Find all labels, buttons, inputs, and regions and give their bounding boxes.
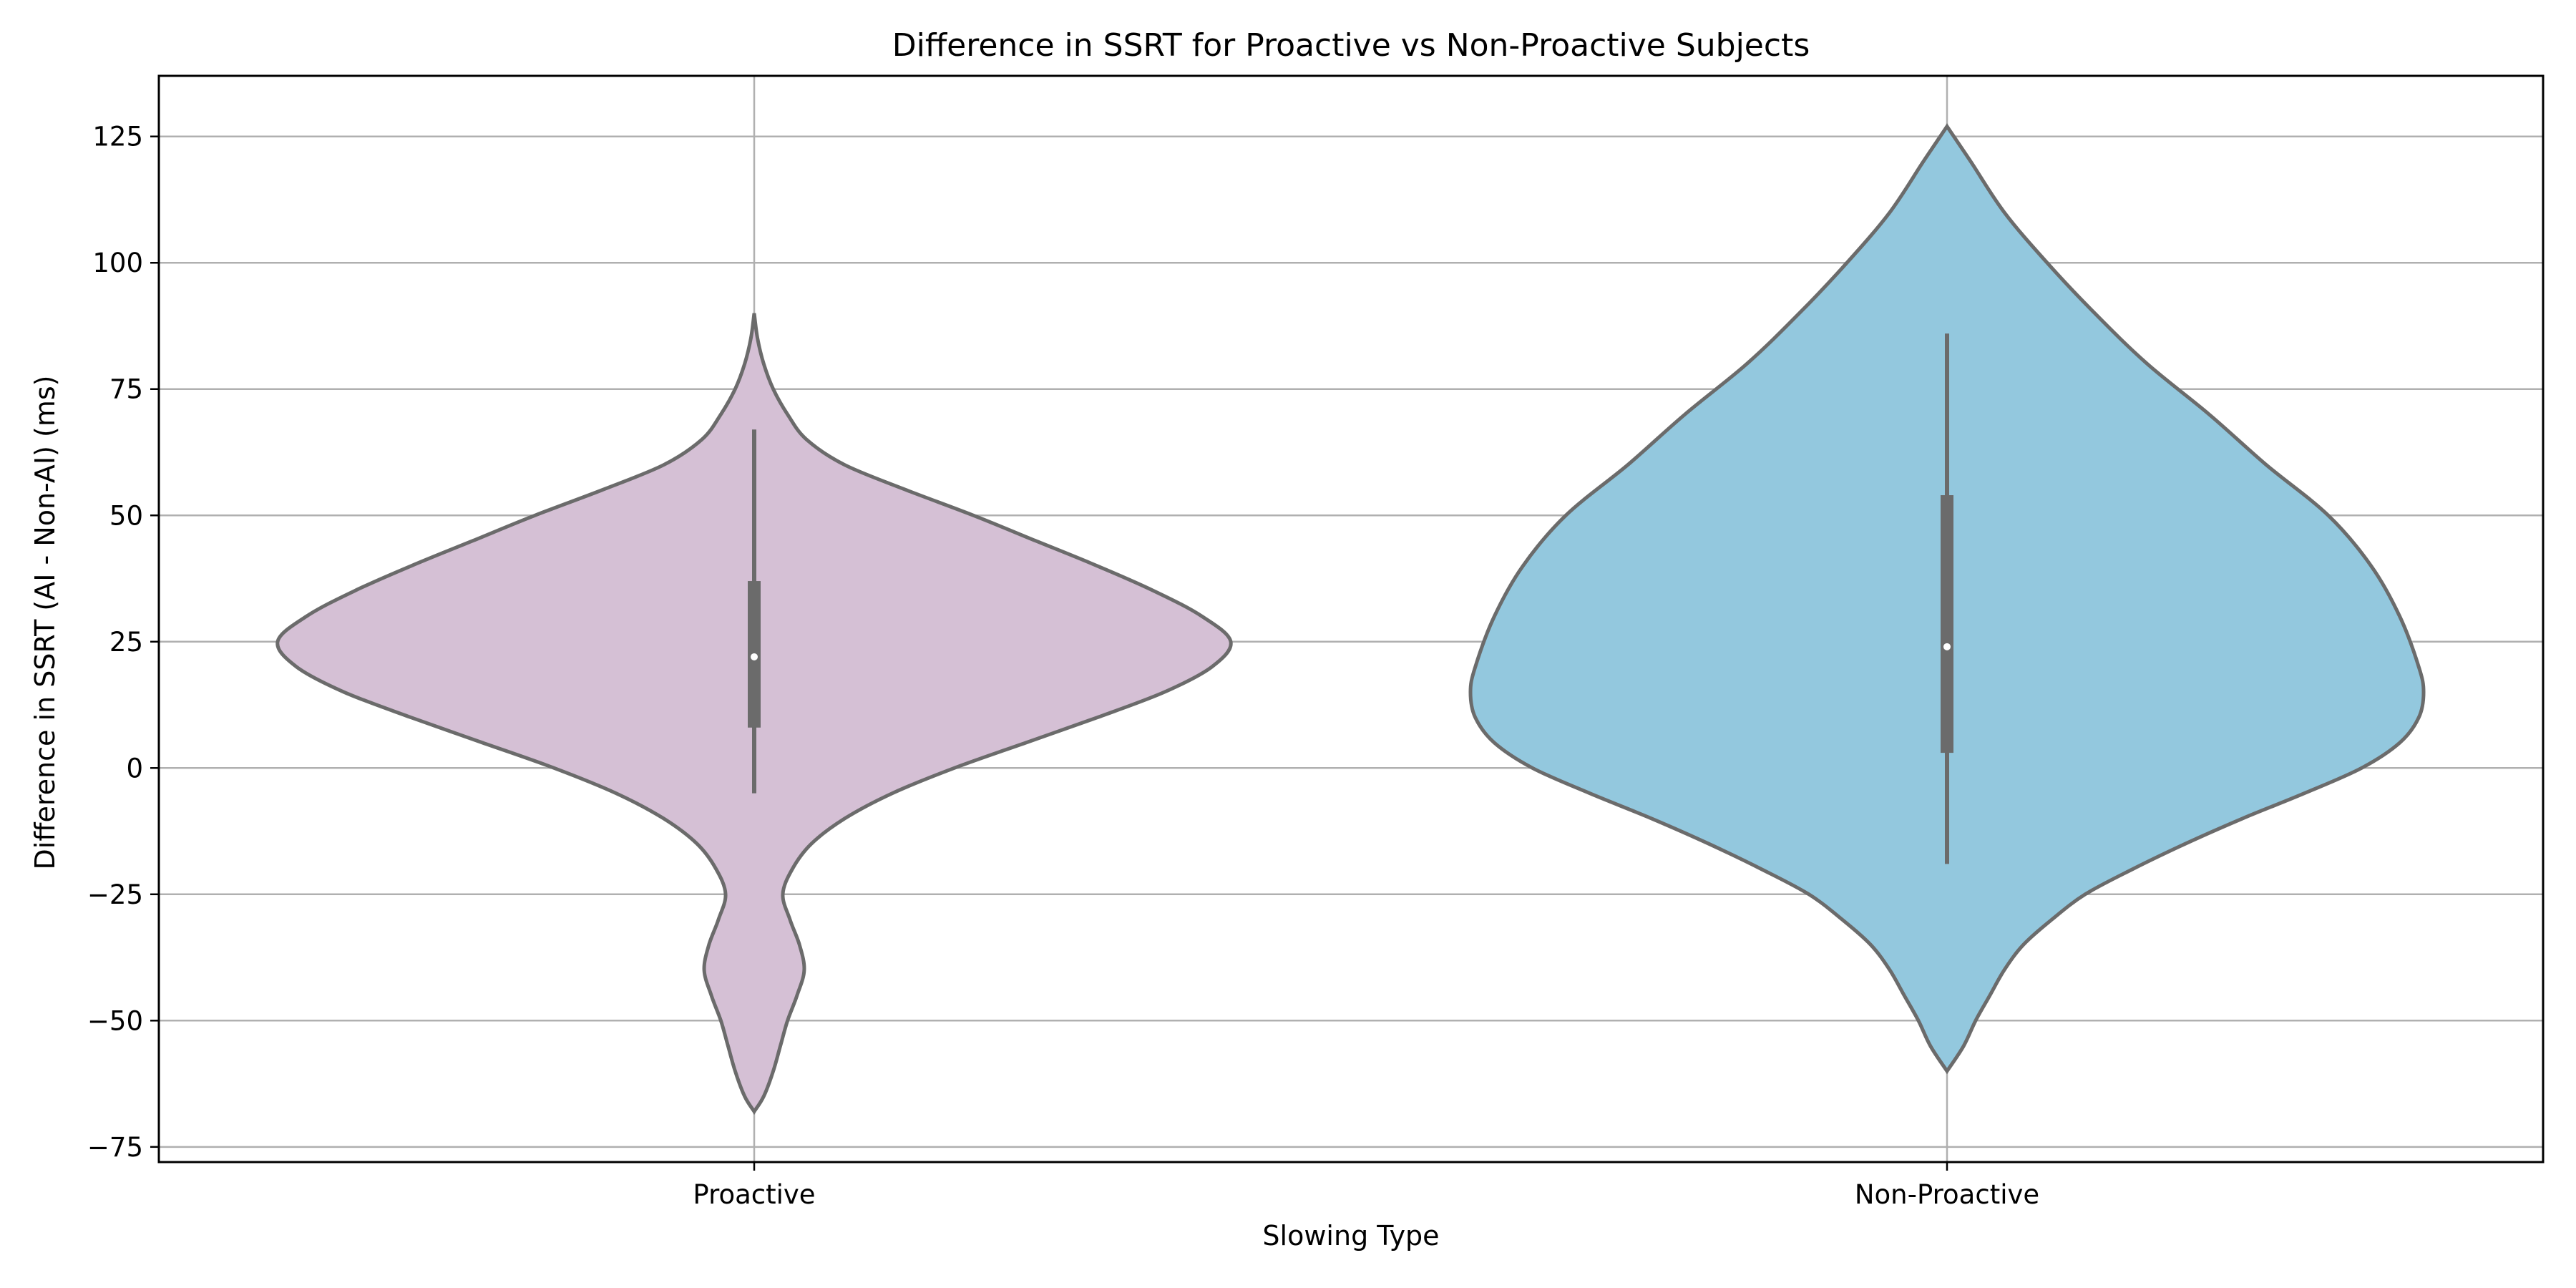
x-tick-label: Non-Proactive <box>1855 1179 2039 1210</box>
plot-frame <box>157 74 2545 1163</box>
y-tick-label: 0 <box>126 753 143 784</box>
y-tick-label: 75 <box>109 374 143 405</box>
chart-title: Difference in SSRT for Proactive vs Non-… <box>892 27 1810 64</box>
median-dot-proactive <box>751 653 758 660</box>
violin-layer <box>275 123 2426 1116</box>
x-axis-label: Slowing Type <box>1262 1220 1439 1252</box>
y-tick-label: 100 <box>92 248 143 278</box>
x-tick-label: Proactive <box>693 1179 815 1210</box>
y-tick-label: 50 <box>109 500 143 531</box>
y-tick-label: 125 <box>92 122 143 152</box>
y-axis-label: Difference in SSRT (AI - Non-AI) (ms) <box>29 376 61 870</box>
y-tick-label: −75 <box>87 1132 143 1163</box>
axes-layer: −75 −50 −25 0 25 50 75 100 125 Proactive Non-Proac… <box>87 74 2545 1210</box>
y-tick-label: −25 <box>87 879 143 910</box>
y-tick-label: 25 <box>109 627 143 658</box>
median-dot-non-proactive <box>1943 643 1951 650</box>
y-tick-label: −50 <box>87 1005 143 1036</box>
iqr-box-non-proactive <box>1941 495 1953 753</box>
